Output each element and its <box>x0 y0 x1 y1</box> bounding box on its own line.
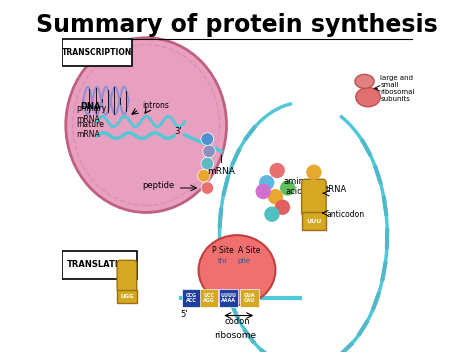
Circle shape <box>201 157 214 170</box>
FancyBboxPatch shape <box>301 179 326 216</box>
Text: GUA
CAU: GUA CAU <box>244 293 255 304</box>
FancyBboxPatch shape <box>200 289 219 307</box>
Ellipse shape <box>356 88 380 107</box>
Text: UCC
AGG: UCC AGG <box>203 293 215 304</box>
Circle shape <box>264 207 280 222</box>
FancyBboxPatch shape <box>117 290 137 303</box>
Text: UGG: UGG <box>120 294 134 299</box>
Circle shape <box>198 169 210 182</box>
Text: TRANSCRIPTION: TRANSCRIPTION <box>62 48 132 57</box>
Text: primary
mRNA: primary mRNA <box>76 104 107 124</box>
Text: 5': 5' <box>181 310 188 319</box>
Text: Summary of protein synthesis: Summary of protein synthesis <box>36 13 438 37</box>
Text: 3': 3' <box>174 127 182 136</box>
Text: DNA: DNA <box>80 102 100 111</box>
Circle shape <box>255 184 271 199</box>
Circle shape <box>203 145 215 158</box>
Text: TRANSLATION: TRANSLATION <box>67 260 133 269</box>
FancyBboxPatch shape <box>301 212 326 230</box>
Circle shape <box>201 182 214 194</box>
Ellipse shape <box>66 38 227 212</box>
Circle shape <box>268 189 283 204</box>
Text: A Site: A Site <box>238 246 260 255</box>
Circle shape <box>259 175 274 190</box>
Text: ribosome: ribosome <box>214 331 256 340</box>
Text: large and
small
ribosomal
subunits: large and small ribosomal subunits <box>380 75 415 102</box>
Circle shape <box>280 180 295 196</box>
Circle shape <box>275 200 290 215</box>
Text: amino
acids: amino acids <box>283 176 310 196</box>
Text: mRNA: mRNA <box>207 167 235 176</box>
Text: UUU: UUU <box>306 219 321 224</box>
Text: mature
mRNA: mature mRNA <box>76 120 104 139</box>
Text: P Site: P Site <box>212 246 234 255</box>
Text: UUUU
AAAA: UUUU AAAA <box>220 293 236 304</box>
Text: introns: introns <box>143 100 170 110</box>
FancyBboxPatch shape <box>219 289 237 307</box>
Text: thr: thr <box>218 258 228 264</box>
Text: CCG
ACC: CCG ACC <box>186 293 197 304</box>
Circle shape <box>306 165 321 180</box>
FancyBboxPatch shape <box>240 289 259 307</box>
FancyBboxPatch shape <box>182 289 201 307</box>
Circle shape <box>201 133 214 145</box>
Ellipse shape <box>355 75 374 88</box>
Text: codon: codon <box>224 317 250 326</box>
FancyBboxPatch shape <box>62 251 137 279</box>
Text: tRNA: tRNA <box>326 185 347 194</box>
FancyBboxPatch shape <box>117 260 137 292</box>
FancyBboxPatch shape <box>62 39 132 66</box>
Text: peptide: peptide <box>142 181 174 190</box>
Text: anticodon: anticodon <box>326 210 364 219</box>
Text: phe: phe <box>237 258 251 264</box>
Ellipse shape <box>199 235 275 305</box>
Circle shape <box>270 163 285 178</box>
